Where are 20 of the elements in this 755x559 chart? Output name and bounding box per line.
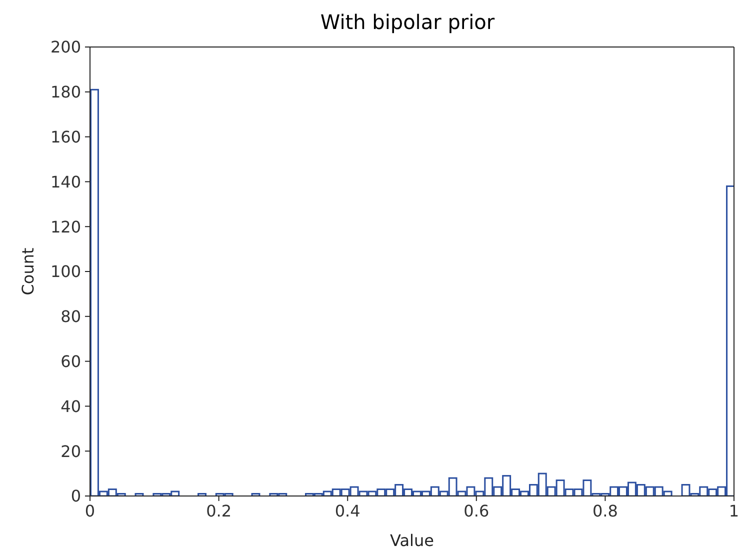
y-tick-label: 180 xyxy=(50,82,81,102)
y-tick-label: 100 xyxy=(50,262,81,282)
y-tick-label: 200 xyxy=(50,38,81,57)
x-axis-title: Value xyxy=(390,531,434,550)
y-tick-label: 20 xyxy=(60,442,81,461)
x-tick-label: 0.4 xyxy=(334,501,360,520)
x-tick-label: 0.2 xyxy=(206,501,232,520)
chart-title: With bipolar prior xyxy=(319,9,496,36)
y-tick-label: 160 xyxy=(50,127,81,146)
x-tick-label: 0.8 xyxy=(592,501,618,520)
x-tick-label: 0 xyxy=(84,501,96,520)
y-tick-label: 120 xyxy=(50,217,81,236)
x-tick-label: 1 xyxy=(728,501,740,520)
y-tick-label: 40 xyxy=(60,396,81,416)
y-axis-title: Count xyxy=(18,248,38,296)
y-tick-label: 140 xyxy=(50,172,81,192)
y-tick-label: 0 xyxy=(70,486,81,506)
y-tick-label: 60 xyxy=(60,352,81,371)
y-tick-label: 80 xyxy=(60,307,81,326)
x-tick-label: 0.6 xyxy=(464,501,490,520)
